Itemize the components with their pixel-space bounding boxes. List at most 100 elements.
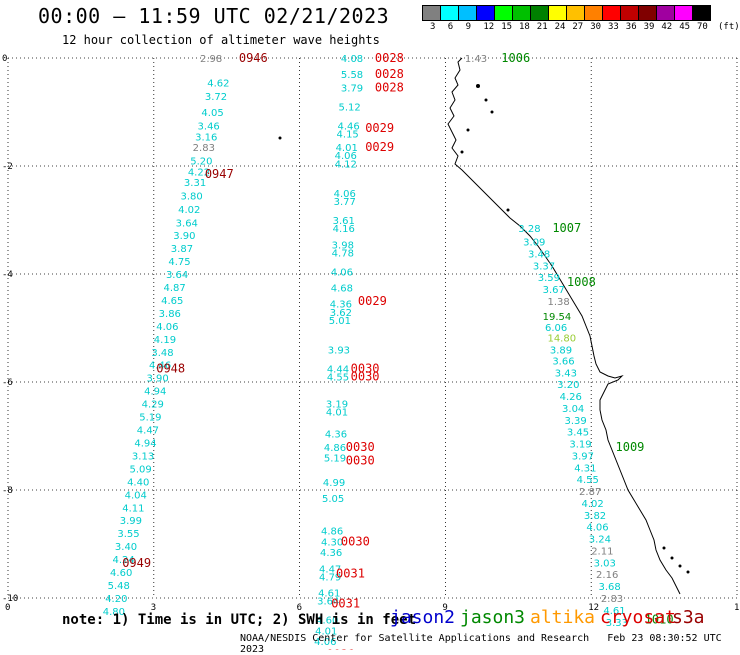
wave-height-value: 4.02: [581, 499, 603, 510]
wave-height-value: 3.24: [589, 535, 611, 546]
wave-height-value: 5.20: [190, 157, 212, 168]
pass-time-label: 0031: [326, 648, 355, 650]
wave-height-value: 4.20: [105, 594, 127, 605]
wave-height-value: 4.11: [122, 503, 144, 514]
wave-height-value: 3.48: [528, 249, 550, 260]
grid-lines: [7, 57, 738, 599]
wave-height-value: 4.55: [327, 373, 349, 384]
wave-height-value: 4.47: [319, 564, 341, 575]
x-tick-label: 6: [297, 603, 302, 613]
wave-height-value: 3.43: [555, 368, 577, 379]
color-scale-label: 6: [447, 22, 454, 32]
pass-time-label: 0028: [375, 81, 404, 95]
wave-height-value: 3.64: [176, 219, 198, 230]
wave-height-value: 3.93: [328, 346, 350, 357]
wave-height-value: 5.58: [341, 70, 363, 81]
y-tick-label: -2: [2, 162, 13, 172]
map-title: 00:00 – 11:59 UTC 02/21/2023: [38, 4, 390, 28]
wave-height-value: 4.06: [314, 637, 336, 648]
wave-height-value: 4.60: [316, 616, 338, 627]
map-subtitle: 12 hour collection of altimeter wave hei…: [62, 33, 380, 47]
pass-time-label: 0028: [375, 51, 404, 65]
wave-height-value: 3.48: [151, 348, 173, 359]
wave-height-value: 19.54: [543, 312, 572, 323]
color-scale-label: 15: [501, 22, 513, 32]
satellite-label-cryosat: cryosat: [600, 607, 676, 628]
wave-height-value: 3.62: [330, 308, 352, 319]
wave-height-value: 4.75: [168, 257, 190, 268]
pass-time-label: 0946: [239, 51, 268, 65]
wave-height-value: 4.86: [321, 527, 343, 538]
wave-height-value: 3.90: [147, 374, 169, 385]
footnote: note: 1) Time is in UTC; 2) SWH is in fe…: [62, 612, 417, 628]
wave-height-value: 3.82: [584, 511, 606, 522]
x-tick-label: 3: [151, 603, 156, 613]
pass-time-label: 0947: [205, 167, 234, 181]
wave-height-value: 4.55: [577, 475, 599, 486]
wave-height-value: 3.64: [317, 597, 339, 608]
pass-time-label: 0030: [346, 440, 375, 454]
wave-height-value: 3.20: [557, 380, 579, 391]
wave-height-value: 4.12: [335, 159, 357, 170]
color-swatch: [692, 5, 711, 21]
wave-height-value: 4.36: [320, 548, 342, 559]
wave-height-value: 4.46: [338, 122, 360, 133]
wave-height-value: 4.68: [331, 284, 353, 295]
wave-height-value: 5.09: [130, 464, 152, 475]
wave-height-value: 3.39: [564, 416, 586, 427]
wave-height-value: 2.11: [591, 546, 613, 557]
wave-height-value: 4.06: [334, 189, 356, 200]
wave-height-value: 3.31: [184, 178, 206, 189]
wave-height-value: 3.46: [198, 122, 220, 133]
wave-height-value: 4.08: [341, 54, 363, 65]
wave-height-value: 4.26: [560, 392, 582, 403]
credit-line: NOAA/NESDIS Center for Satellite Applica…: [240, 633, 740, 655]
x-tick-label: 0: [5, 603, 10, 613]
wave-height-value: 3.03: [594, 558, 616, 569]
satellite-label-s3a: s3a: [672, 607, 705, 628]
wave-height-value: 4.06: [156, 322, 178, 333]
pass-time-label: 1009: [616, 440, 645, 454]
color-scale-label: 18: [519, 22, 530, 32]
wave-height-value: 3.61: [333, 216, 355, 227]
wave-height-value: 3.66: [552, 356, 574, 367]
wave-height-value: 5.19: [139, 413, 161, 424]
wave-height-value: 3.79: [341, 84, 363, 95]
pass-time-label: 0948: [156, 362, 185, 376]
wave-height-value: 4.04: [125, 490, 147, 501]
color-scale-label: 45: [679, 22, 691, 32]
wave-height-value: 4.61: [318, 589, 340, 600]
wave-height-value: 3.80: [181, 192, 203, 203]
wave-height-value: 4.19: [154, 335, 176, 346]
coastline-path: [447, 57, 681, 595]
pass-time-label: 1008: [567, 275, 596, 289]
wave-height-value: 4.01: [336, 143, 358, 154]
wave-height-value: 2.98: [200, 54, 222, 65]
wave-height-value: 3.37: [533, 261, 555, 272]
wave-height-value: 1.38: [547, 297, 569, 308]
wave-height-value: 4.36: [330, 300, 352, 311]
wave-height-value: 3.86: [159, 309, 181, 320]
pass-time-label: 0029: [365, 140, 394, 154]
wave-height-value: 2.83: [601, 594, 623, 605]
wave-height-value: 3.45: [567, 428, 589, 439]
wave-height-value: 4.87: [164, 283, 186, 294]
wave-height-value: 4.01: [326, 408, 348, 419]
wave-height-value: 5.12: [338, 103, 360, 114]
wave-height-value: 3.64: [166, 270, 188, 281]
x-tick-label: 15: [734, 603, 740, 613]
wave-height-value: 4.44: [327, 365, 349, 376]
wave-height-value: 3.40: [115, 542, 137, 553]
wave-height-value: 4.15: [337, 130, 359, 141]
satellite-label-jason2: jason2: [390, 607, 456, 628]
wave-height-value: 3.16: [195, 132, 217, 143]
wave-height-value: 6.06: [545, 323, 567, 334]
color-scale-label: 42: [661, 22, 673, 32]
wave-height-value: 4.61: [603, 606, 625, 617]
wave-height-value: 3.19: [569, 440, 591, 451]
coastline: [278, 57, 690, 595]
x-tick-label: 9: [442, 603, 447, 613]
pass-time-label: 0029: [365, 121, 394, 135]
pass-time-label: 1007: [552, 221, 581, 235]
